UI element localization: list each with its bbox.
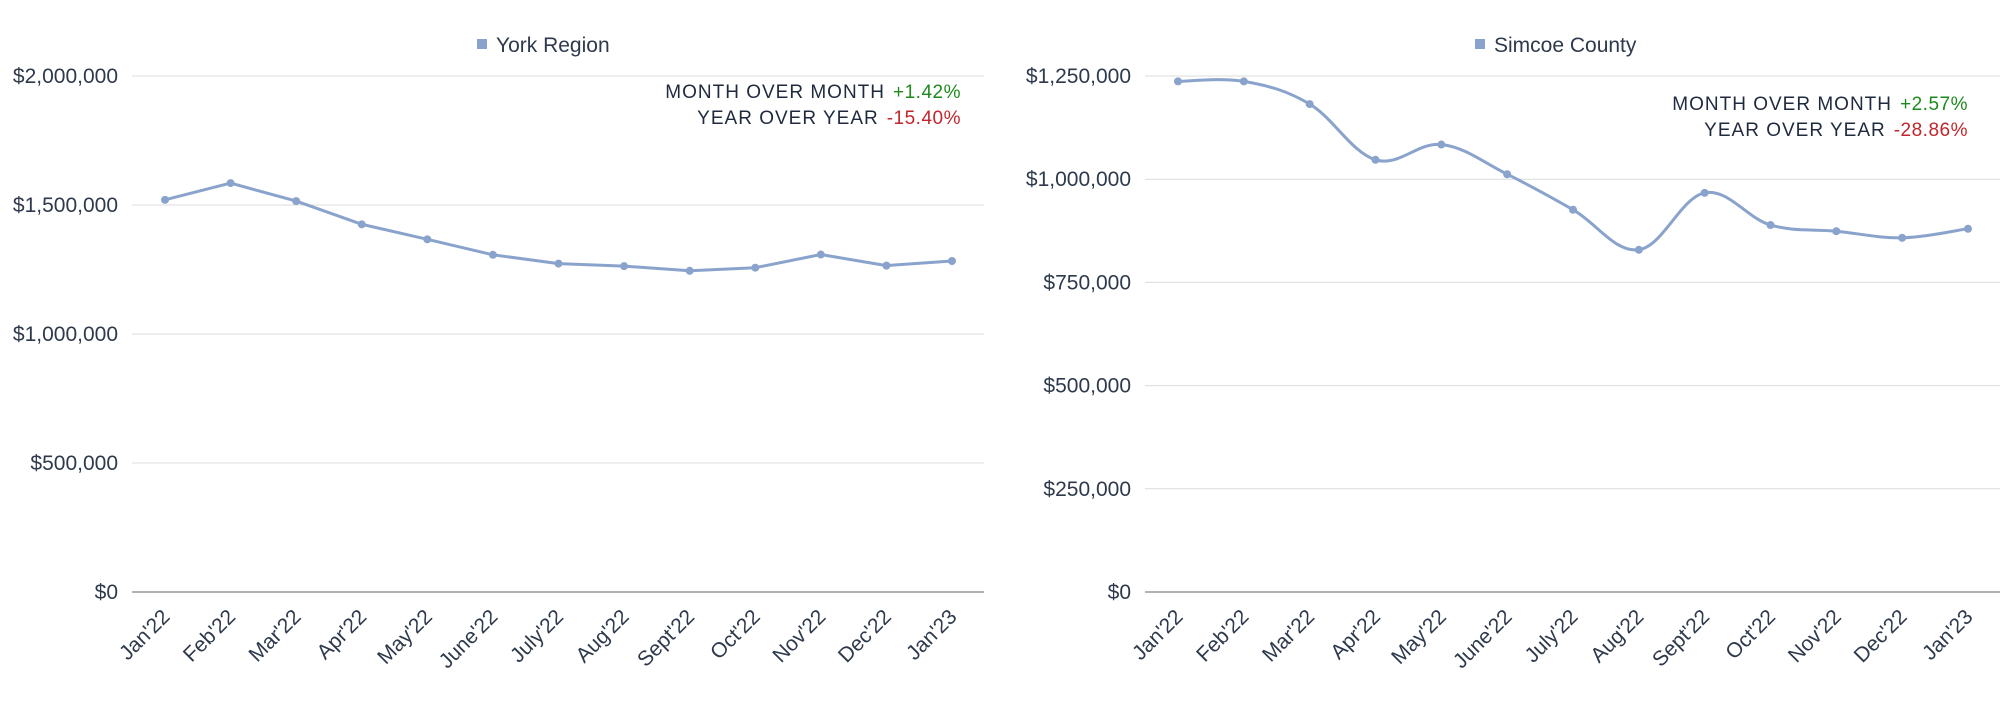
york-x-tick-label: Oct'22 bbox=[706, 605, 765, 664]
york-legend-label: York Region bbox=[496, 34, 610, 57]
simcoe-x-tick-label: Sept'22 bbox=[1648, 605, 1714, 671]
york-series-line bbox=[163, 181, 954, 273]
simcoe-grid bbox=[1145, 75, 2000, 593]
york-mom-stat: MONTH OVER MONTH +1.42% bbox=[665, 82, 961, 103]
york-data-point[interactable] bbox=[685, 266, 694, 275]
york-x-tick-label: Sept'22 bbox=[633, 605, 699, 671]
simcoe-data-point[interactable] bbox=[1437, 140, 1446, 149]
york-mom-label: MONTH OVER MONTH bbox=[665, 82, 885, 103]
simcoe-data-point[interactable] bbox=[1832, 227, 1841, 236]
york-legend: York Region bbox=[477, 34, 610, 57]
york-region-chart: $0 $500,000 $1,000,000 $1,500,000 $2,000,000… bbox=[13, 34, 984, 673]
simcoe-y-axis: $0 $250,000 $500,000 $750,000 $1,000,000 $1,2… bbox=[1026, 65, 1131, 604]
york-y-tick-label: $1,500,000 bbox=[13, 194, 118, 217]
simcoe-county-chart: $0 $250,000 $500,000 $750,000 $1,000,000 $1,2… bbox=[1026, 34, 2000, 673]
simcoe-mom-stat: MONTH OVER MONTH +2.57% bbox=[1672, 94, 1968, 115]
simcoe-data-point[interactable] bbox=[1174, 77, 1182, 86]
simcoe-x-tick-label: Aug'22 bbox=[1586, 605, 1648, 667]
york-x-tick-label: June'22 bbox=[435, 605, 503, 673]
simcoe-data-point[interactable] bbox=[1700, 188, 1709, 197]
simcoe-data-point[interactable] bbox=[1569, 205, 1577, 214]
simcoe-data-point[interactable] bbox=[1766, 221, 1775, 230]
york-yoy-label: YEAR OVER YEAR bbox=[697, 108, 879, 129]
york-x-tick-label: Aug'22 bbox=[572, 605, 634, 667]
york-x-tick-label: Dec'22 bbox=[834, 605, 896, 667]
york-x-tick-label: Apr'22 bbox=[313, 605, 372, 664]
york-y-tick-label: $0 bbox=[95, 581, 118, 604]
york-y-tick-label: $2,000,000 bbox=[13, 65, 118, 88]
simcoe-series bbox=[1174, 77, 1972, 254]
simcoe-legend-label: Simcoe County bbox=[1494, 34, 1637, 57]
york-grid bbox=[132, 75, 984, 593]
simcoe-x-tick-label: Nov'22 bbox=[1784, 605, 1846, 667]
simcoe-y-tick-label: $750,000 bbox=[1043, 271, 1131, 294]
york-x-tick-label: Feb'22 bbox=[179, 605, 240, 666]
york-x-tick-label: Jan'23 bbox=[902, 605, 962, 665]
york-data-point[interactable] bbox=[357, 220, 366, 229]
simcoe-x-tick-label: Apr'22 bbox=[1326, 605, 1385, 664]
york-data-point[interactable] bbox=[816, 250, 825, 259]
york-data-point[interactable] bbox=[620, 262, 629, 271]
york-data-point[interactable] bbox=[292, 197, 301, 206]
york-data-point[interactable] bbox=[948, 256, 956, 265]
simcoe-data-point[interactable] bbox=[1239, 77, 1248, 86]
simcoe-x-tick-label: July'22 bbox=[1521, 605, 1583, 667]
york-x-tick-label: Nov'22 bbox=[768, 605, 830, 667]
simcoe-data-point[interactable] bbox=[1634, 245, 1643, 254]
simcoe-legend-swatch bbox=[1475, 39, 1485, 49]
york-x-tick-label: May'22 bbox=[373, 605, 437, 669]
simcoe-x-tick-label: Dec'22 bbox=[1850, 605, 1912, 667]
simcoe-x-tick-label: June'22 bbox=[1449, 605, 1517, 673]
york-data-point[interactable] bbox=[423, 235, 432, 244]
simcoe-y-tick-label: $1,250,000 bbox=[1026, 65, 1131, 88]
simcoe-y-tick-label: $1,000,000 bbox=[1026, 168, 1131, 191]
simcoe-x-tick-label: Jan'23 bbox=[1918, 605, 1978, 665]
york-yoy-value: -15.40% bbox=[887, 108, 961, 129]
simcoe-mom-label: MONTH OVER MONTH bbox=[1672, 94, 1892, 115]
york-legend-swatch bbox=[477, 39, 487, 49]
simcoe-data-point[interactable] bbox=[1898, 233, 1907, 242]
york-data-point[interactable] bbox=[161, 195, 169, 204]
york-mom-value: +1.42% bbox=[893, 82, 961, 103]
york-yoy-stat: YEAR OVER YEAR -15.40% bbox=[697, 108, 961, 129]
simcoe-legend: Simcoe County bbox=[1475, 34, 1637, 57]
simcoe-stats: MONTH OVER MONTH +2.57% YEAR OVER YEAR -28… bbox=[1672, 94, 1968, 141]
simcoe-data-point[interactable] bbox=[1371, 155, 1380, 164]
york-data-point[interactable] bbox=[554, 259, 563, 268]
york-data-point[interactable] bbox=[882, 261, 891, 270]
simcoe-x-tick-label: May'22 bbox=[1387, 605, 1451, 669]
york-data-point[interactable] bbox=[226, 179, 235, 188]
york-x-tick-label: Mar'22 bbox=[245, 605, 306, 666]
simcoe-y-tick-label: $500,000 bbox=[1043, 375, 1131, 398]
york-data-point[interactable] bbox=[751, 263, 760, 272]
york-y-axis: $0 $500,000 $1,000,000 $1,500,000 $2,000,000 bbox=[13, 65, 118, 604]
york-stats: MONTH OVER MONTH +1.42% YEAR OVER YEAR -15… bbox=[665, 82, 961, 129]
simcoe-x-tick-label: Mar'22 bbox=[1258, 605, 1319, 666]
simcoe-data-point[interactable] bbox=[1964, 224, 1972, 233]
york-x-tick-label: July'22 bbox=[506, 605, 568, 667]
simcoe-yoy-label: YEAR OVER YEAR bbox=[1704, 120, 1886, 141]
simcoe-data-point[interactable] bbox=[1503, 170, 1512, 179]
simcoe-x-tick-label: Jan'22 bbox=[1128, 605, 1188, 665]
simcoe-yoy-stat: YEAR OVER YEAR -28.86% bbox=[1704, 120, 1968, 141]
york-y-tick-label: $1,000,000 bbox=[13, 323, 118, 346]
york-series bbox=[161, 179, 956, 275]
simcoe-x-tick-label: Feb'22 bbox=[1192, 605, 1253, 666]
york-y-tick-label: $500,000 bbox=[30, 452, 118, 475]
simcoe-data-point[interactable] bbox=[1305, 100, 1314, 109]
simcoe-y-tick-label: $250,000 bbox=[1043, 478, 1131, 501]
simcoe-x-tick-label: Oct'22 bbox=[1721, 605, 1780, 664]
simcoe-y-tick-label: $0 bbox=[1108, 581, 1131, 604]
simcoe-yoy-value: -28.86% bbox=[1894, 120, 1968, 141]
simcoe-mom-value: +2.57% bbox=[1900, 94, 1968, 115]
york-x-tick-label: Jan'22 bbox=[115, 605, 175, 665]
york-data-point[interactable] bbox=[488, 250, 497, 259]
